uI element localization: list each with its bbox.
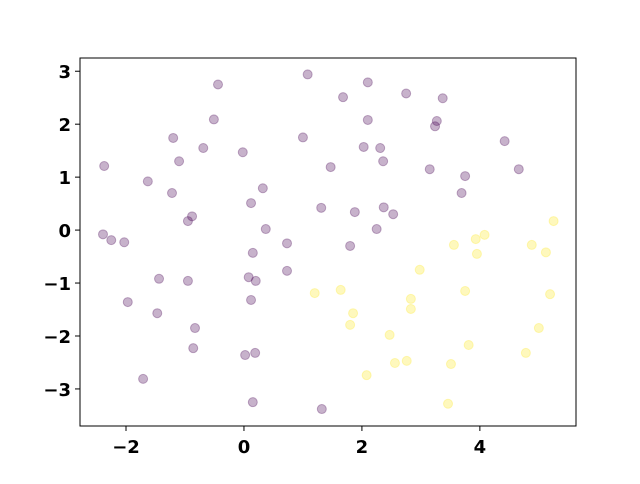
point xyxy=(152,308,163,319)
point xyxy=(106,235,117,246)
point xyxy=(384,329,395,340)
x-tick-label: −2 xyxy=(112,437,140,458)
point xyxy=(198,143,209,154)
point xyxy=(405,293,416,304)
point xyxy=(98,229,109,240)
y-tick-label: −3 xyxy=(43,380,71,401)
point xyxy=(246,294,257,305)
point xyxy=(388,209,399,220)
point xyxy=(358,141,369,152)
point xyxy=(208,114,219,125)
x-tick-label: 2 xyxy=(356,437,369,458)
point xyxy=(335,284,346,295)
point xyxy=(526,239,537,250)
point xyxy=(424,164,435,175)
point xyxy=(282,238,293,249)
point xyxy=(431,116,442,127)
point xyxy=(443,398,454,409)
x-tick-label: 0 xyxy=(238,437,251,458)
point xyxy=(260,224,271,235)
point xyxy=(338,92,349,103)
plot-frame xyxy=(79,57,577,427)
point xyxy=(182,275,193,286)
y-tick-label: 1 xyxy=(58,168,71,189)
point xyxy=(533,323,544,334)
point xyxy=(168,132,179,143)
point xyxy=(243,272,254,283)
point xyxy=(119,237,130,248)
y-tick-label: 3 xyxy=(58,62,71,83)
point xyxy=(548,216,559,227)
point xyxy=(405,303,416,314)
point xyxy=(445,359,456,370)
point xyxy=(371,224,382,235)
y-tick-label: 0 xyxy=(58,221,71,242)
point xyxy=(302,69,313,80)
point xyxy=(378,202,389,213)
point xyxy=(122,297,133,308)
point xyxy=(430,121,441,132)
point xyxy=(479,229,490,240)
y-tick-label: −2 xyxy=(43,327,71,348)
point xyxy=(470,234,481,245)
point xyxy=(188,343,199,354)
point xyxy=(309,288,320,299)
point xyxy=(247,397,258,408)
point xyxy=(463,339,474,350)
point xyxy=(362,77,373,88)
point xyxy=(401,355,412,366)
point xyxy=(316,404,327,415)
point xyxy=(142,176,153,187)
point xyxy=(138,373,149,384)
point xyxy=(499,136,510,147)
point xyxy=(448,239,459,250)
y-tick-label: 2 xyxy=(58,115,71,136)
point xyxy=(250,347,261,358)
point xyxy=(187,211,198,222)
point xyxy=(325,162,336,173)
point xyxy=(348,308,359,319)
point xyxy=(246,198,257,209)
point xyxy=(247,247,258,258)
point xyxy=(375,143,386,154)
point xyxy=(240,350,251,361)
point xyxy=(520,347,531,358)
point xyxy=(401,88,412,99)
point xyxy=(345,319,356,330)
point xyxy=(282,265,293,276)
point xyxy=(154,273,165,284)
point xyxy=(190,323,201,334)
point xyxy=(345,240,356,251)
point xyxy=(540,247,551,258)
point xyxy=(378,156,389,167)
point xyxy=(471,248,482,259)
point xyxy=(182,216,193,227)
point xyxy=(257,183,268,194)
point xyxy=(297,132,308,143)
point xyxy=(237,147,248,158)
point xyxy=(250,275,261,286)
point xyxy=(213,79,224,90)
point xyxy=(99,161,110,172)
point xyxy=(174,156,185,167)
point xyxy=(414,264,425,275)
point xyxy=(456,188,467,199)
point xyxy=(361,370,372,381)
point xyxy=(513,164,524,175)
point xyxy=(349,207,360,218)
point xyxy=(167,188,178,199)
point xyxy=(545,289,556,300)
point xyxy=(460,285,471,296)
point xyxy=(362,114,373,125)
point xyxy=(316,202,327,213)
y-tick-label: −1 xyxy=(43,274,71,295)
point xyxy=(437,93,448,104)
point xyxy=(460,171,471,182)
x-tick-label: 4 xyxy=(474,437,487,458)
point xyxy=(389,357,400,368)
